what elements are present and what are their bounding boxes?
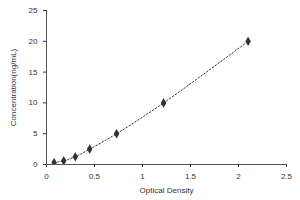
svg-text:0: 0 bbox=[44, 172, 49, 181]
svg-text:Concentration(ng/mL): Concentration(ng/mL) bbox=[9, 48, 18, 126]
svg-text:0.5: 0.5 bbox=[89, 172, 101, 181]
svg-text:1.5: 1.5 bbox=[185, 172, 197, 181]
svg-text:1: 1 bbox=[140, 172, 145, 181]
svg-text:5: 5 bbox=[33, 129, 38, 138]
svg-text:15: 15 bbox=[29, 68, 38, 77]
svg-text:25: 25 bbox=[29, 6, 38, 15]
svg-text:2: 2 bbox=[236, 172, 241, 181]
svg-text:20: 20 bbox=[29, 37, 38, 46]
svg-text:2.5: 2.5 bbox=[281, 172, 293, 181]
svg-text:Optical Density: Optical Density bbox=[140, 186, 194, 195]
svg-text:10: 10 bbox=[29, 98, 38, 107]
svg-text:0: 0 bbox=[33, 160, 38, 169]
